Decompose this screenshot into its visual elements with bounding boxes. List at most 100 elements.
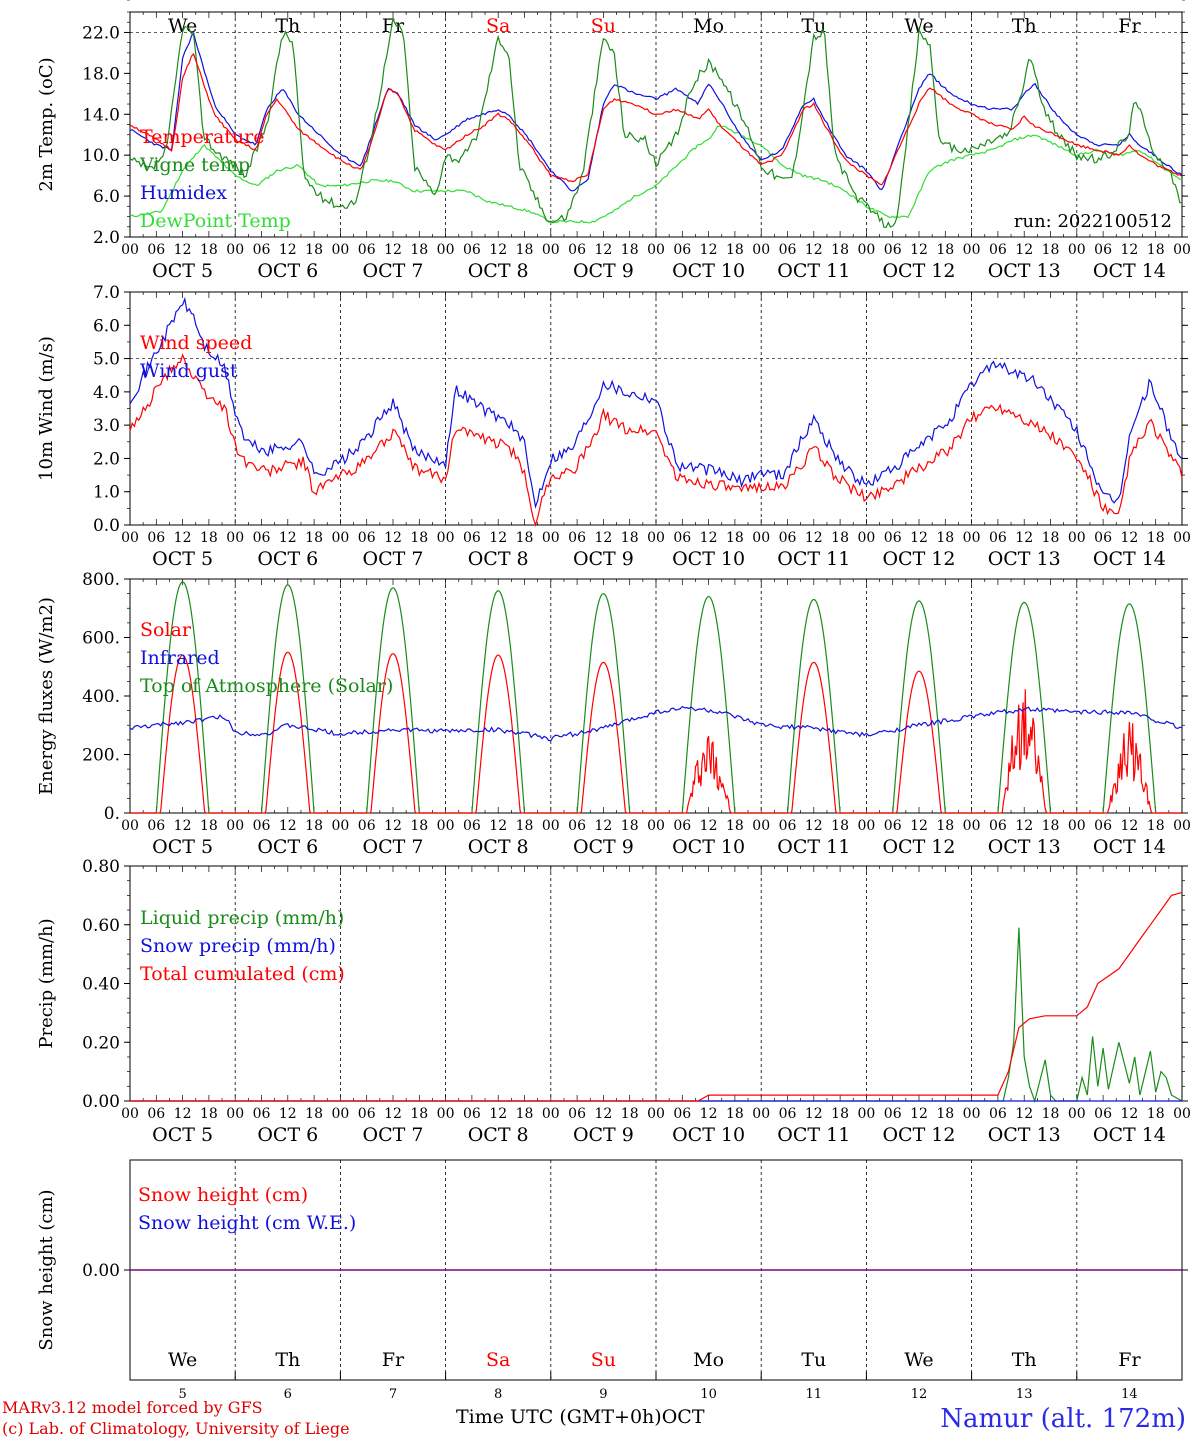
hour-tick-label: 12 xyxy=(594,242,612,258)
weekday-label: Su xyxy=(591,15,616,37)
lab-credit: (c) Lab. of Climatology, University of L… xyxy=(2,1419,350,1438)
hour-tick-label: 12 xyxy=(279,818,297,834)
hour-tick-label: 00 xyxy=(1068,1106,1086,1122)
weekday-label: Tu xyxy=(801,15,826,37)
weekday-label: Sa xyxy=(486,15,510,37)
hour-tick-label: 00 xyxy=(437,1106,455,1122)
hour-tick-label: 06 xyxy=(884,242,902,258)
hour-tick-label: 00 xyxy=(963,1106,981,1122)
hour-tick-label: 00 xyxy=(963,530,981,546)
date-label: OCT 6 xyxy=(257,260,318,282)
hour-tick-label: 18 xyxy=(936,242,954,258)
hour-tick-label: 06 xyxy=(673,530,691,546)
hour-tick-label: 00 xyxy=(542,242,560,258)
hour-tick-label: 00 xyxy=(752,530,770,546)
date-label: OCT 11 xyxy=(777,260,850,282)
y-tick-label: 22.0 xyxy=(82,23,120,43)
hour-tick-label: 06 xyxy=(989,818,1007,834)
hour-tick-label: 12 xyxy=(1015,242,1033,258)
hour-tick-label: 18 xyxy=(305,242,323,258)
weekday-label: Th xyxy=(275,1349,300,1371)
legend-entry: Top of Atmosphere (Solar) xyxy=(140,675,393,697)
weekday-label: Th xyxy=(1012,15,1037,37)
y-axis-label: Precip (mm/h) xyxy=(36,918,57,1048)
hour-tick-label: 18 xyxy=(200,1106,218,1122)
date-label: OCT 13 xyxy=(988,836,1061,858)
date-label: OCT 11 xyxy=(777,836,850,858)
hour-tick-label: 00 xyxy=(542,1106,560,1122)
hour-tick-label: 12 xyxy=(489,530,507,546)
hour-tick-label: 18 xyxy=(936,530,954,546)
legend-entry: Vigne temp xyxy=(139,154,250,176)
station-name: Namur (alt. 172m) xyxy=(940,1404,1186,1434)
hour-tick-label: 12 xyxy=(489,1106,507,1122)
weekday-label: Su xyxy=(591,1349,616,1371)
date-label: OCT 9 xyxy=(573,548,634,570)
hour-tick-label: 12 xyxy=(174,242,192,258)
hour-tick-label: 12 xyxy=(1120,242,1138,258)
y-tick-label: 0.0 xyxy=(93,516,120,536)
hour-tick-label: 00 xyxy=(437,530,455,546)
temp-series-line xyxy=(129,52,1183,186)
hour-tick-label: 12 xyxy=(384,242,402,258)
temp-series-line xyxy=(129,125,1183,224)
hour-tick-label: 06 xyxy=(358,242,376,258)
hour-tick-label: 12 xyxy=(489,242,507,258)
month-label: OCT xyxy=(661,1406,705,1428)
hour-tick-label: 12 xyxy=(805,818,823,834)
hour-tick-label: 18 xyxy=(621,530,639,546)
hour-tick-label: 00 xyxy=(963,242,981,258)
hour-tick-label: 06 xyxy=(358,1106,376,1122)
hour-tick-label: 12 xyxy=(1015,1106,1033,1122)
hour-tick-label: 12 xyxy=(279,242,297,258)
hour-tick-label: 12 xyxy=(1015,530,1033,546)
legend-entry: Wind gust xyxy=(140,360,238,382)
hour-tick-label: 18 xyxy=(516,1106,534,1122)
hour-tick-label: 12 xyxy=(910,530,928,546)
hour-tick-label: 00 xyxy=(857,242,875,258)
legend-entry: Snow height (cm) xyxy=(138,1184,308,1206)
hour-tick-label: 12 xyxy=(384,818,402,834)
date-label: OCT 8 xyxy=(468,1124,529,1146)
hour-tick-label: 00 xyxy=(857,530,875,546)
date-label: OCT 5 xyxy=(152,260,213,282)
hour-tick-label: 06 xyxy=(147,530,165,546)
y-tick-label: 0.20 xyxy=(82,1033,120,1053)
hour-tick-label: 18 xyxy=(516,530,534,546)
hour-tick-label: 06 xyxy=(884,530,902,546)
legend-entry: Infrared xyxy=(140,647,220,669)
y-tick-label: 0. xyxy=(104,804,120,824)
date-label: OCT 12 xyxy=(882,260,955,282)
hour-tick-label: 00 xyxy=(331,1106,349,1122)
hour-tick-label: 00 xyxy=(226,242,244,258)
date-label: OCT 9 xyxy=(573,836,634,858)
y-tick-label: 2.0 xyxy=(93,449,120,469)
hour-tick-label: 18 xyxy=(1042,1106,1060,1122)
hour-tick-label: 18 xyxy=(200,242,218,258)
y-tick-label: 5.0 xyxy=(93,350,120,370)
hour-tick-label: 06 xyxy=(1094,530,1112,546)
hour-tick-label: 18 xyxy=(200,530,218,546)
hour-tick-label: 00 xyxy=(121,818,139,834)
hour-tick-label: 12 xyxy=(910,242,928,258)
date-label: OCT 6 xyxy=(257,836,318,858)
hour-tick-label: 00 xyxy=(752,242,770,258)
date-label: OCT 7 xyxy=(363,836,424,858)
hour-tick-label: 18 xyxy=(200,818,218,834)
date-label: OCT 10 xyxy=(672,1124,745,1146)
hour-tick-label: 00 xyxy=(752,818,770,834)
hour-tick-label: 18 xyxy=(831,530,849,546)
hour-tick-label: 06 xyxy=(989,1106,1007,1122)
hour-tick-label: 06 xyxy=(568,530,586,546)
hour-tick-label: 12 xyxy=(805,242,823,258)
day-number-label: 6 xyxy=(284,1387,292,1402)
hour-tick-label: 12 xyxy=(594,1106,612,1122)
hour-tick-label: 00 xyxy=(542,818,560,834)
day-number-label: 14 xyxy=(1121,1387,1138,1402)
legend-entry: Humidex xyxy=(140,182,227,204)
day-number-label: 10 xyxy=(700,1387,717,1402)
legend-entry: Snow precip (mm/h) xyxy=(140,935,336,957)
date-label: OCT 8 xyxy=(468,548,529,570)
legend-entry: Wind speed xyxy=(140,332,252,354)
infrared-line xyxy=(129,705,1183,742)
